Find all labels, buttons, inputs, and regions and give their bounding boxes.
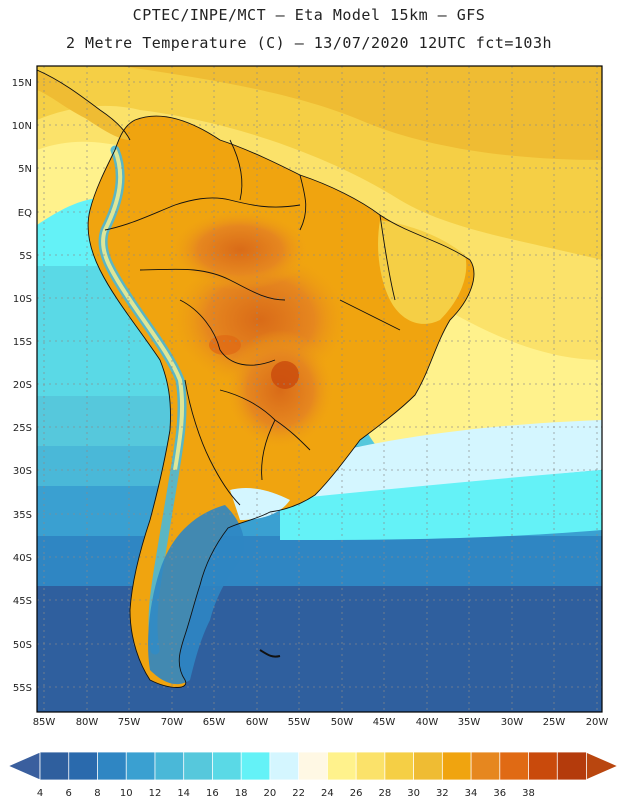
colorbar-swatch xyxy=(68,751,99,781)
lat-label: 35S xyxy=(13,510,32,521)
lon-label: 75W xyxy=(118,717,141,728)
colorbar-swatch xyxy=(413,751,444,781)
colorbar-tick-label: 6 xyxy=(66,788,72,799)
lat-label: 10S xyxy=(13,294,32,305)
borders xyxy=(37,69,475,688)
lon-label: 20W xyxy=(586,717,609,728)
colorbar-tick-label: 16 xyxy=(206,788,219,799)
lon-label: 45W xyxy=(373,717,396,728)
lat-label: 30S xyxy=(13,466,32,477)
map-frame xyxy=(36,65,603,713)
lon-label: 30W xyxy=(501,717,524,728)
lat-label: 45S xyxy=(13,596,32,607)
lon-label: 40W xyxy=(416,717,439,728)
colorbar-tick-label: 26 xyxy=(350,788,363,799)
lat-label: 15N xyxy=(12,78,32,89)
colorbar-swatch xyxy=(97,751,128,781)
map-title: CPTEC/INPE/MCT – Eta Model 15km – GFS xyxy=(132,6,486,24)
colorbar-tick-label: 12 xyxy=(149,788,162,799)
colorbar-swatch xyxy=(298,751,329,781)
lon-label: 35W xyxy=(458,717,481,728)
colorbar-swatch xyxy=(556,751,587,781)
lon-label: 80W xyxy=(76,717,99,728)
colorbar-arrow-high xyxy=(585,751,618,781)
map-subtitle: 2 Metre Temperature (C) – 13/07/2020 12U… xyxy=(65,34,553,52)
lat-label: EQ xyxy=(18,208,32,219)
colorbar-tick-label: 14 xyxy=(177,788,190,799)
colorbar-swatch xyxy=(39,751,70,781)
lon-label: 25W xyxy=(543,717,566,728)
colorbar-tick-label: 22 xyxy=(292,788,305,799)
colorbar-swatch xyxy=(384,751,415,781)
colorbar-swatch xyxy=(355,751,386,781)
colorbar-tick-label: 32 xyxy=(436,788,449,799)
colorbar-swatch xyxy=(212,751,243,781)
colorbar-tick-label: 4 xyxy=(37,788,43,799)
colorbar-tick-label: 24 xyxy=(321,788,334,799)
colorbar-swatch xyxy=(528,751,559,781)
lat-label: 20S xyxy=(13,380,32,391)
lat-label: 5N xyxy=(18,164,32,175)
lat-label: 10N xyxy=(12,121,32,132)
lat-label: 5S xyxy=(19,251,32,262)
colorbar-tick-label: 34 xyxy=(465,788,478,799)
latitude-axis: 15N 10N 5N EQ 5S 10S 15S 20S 25S 30S 35S… xyxy=(12,78,32,694)
lon-label: 70W xyxy=(161,717,184,728)
graticule xyxy=(37,66,602,712)
colorbar-tick-label: 20 xyxy=(264,788,277,799)
colorbar-tick-label: 8 xyxy=(94,788,100,799)
lat-label: 40S xyxy=(13,553,32,564)
colorbar-swatch xyxy=(183,751,214,781)
lon-label: 50W xyxy=(331,717,354,728)
colorbar-swatch xyxy=(326,751,358,781)
colorbar-tick-label: 38 xyxy=(522,788,535,799)
lon-label: 85W xyxy=(33,717,56,728)
colorbar-swatch xyxy=(499,751,530,781)
colorbar-tick-label: 28 xyxy=(378,788,391,799)
lon-label: 60W xyxy=(246,717,269,728)
colorbar-tick-label: 18 xyxy=(235,788,248,799)
colorbar-swatch xyxy=(470,751,501,781)
colorbar-swatch xyxy=(125,751,156,781)
temperature-field xyxy=(37,66,602,712)
colorbar-swatch xyxy=(154,751,185,781)
lon-label: 55W xyxy=(288,717,311,728)
colorbar-swatch xyxy=(269,751,300,781)
lat-label: 50S xyxy=(13,640,32,651)
lat-label: 25S xyxy=(13,423,32,434)
colorbar: 4 6 8 10 12 14 16 18 20 22 24 26 28 30 32 34 36 38 xyxy=(6,751,618,799)
colorbar-swatch xyxy=(240,751,271,781)
lon-label: 65W xyxy=(203,717,226,728)
colorbar-tick-label: 10 xyxy=(120,788,133,799)
lat-label: 15S xyxy=(13,337,32,348)
colorbar-swatch xyxy=(441,751,472,781)
longitude-axis: 85W 80W 75W 70W 65W 60W 55W 50W 45W 40W … xyxy=(33,717,609,728)
colorbar-tick-label: 30 xyxy=(407,788,420,799)
lat-label: 55S xyxy=(13,683,32,694)
colorbar-tick-label: 36 xyxy=(493,788,506,799)
colorbar-arrow-low xyxy=(6,751,41,781)
